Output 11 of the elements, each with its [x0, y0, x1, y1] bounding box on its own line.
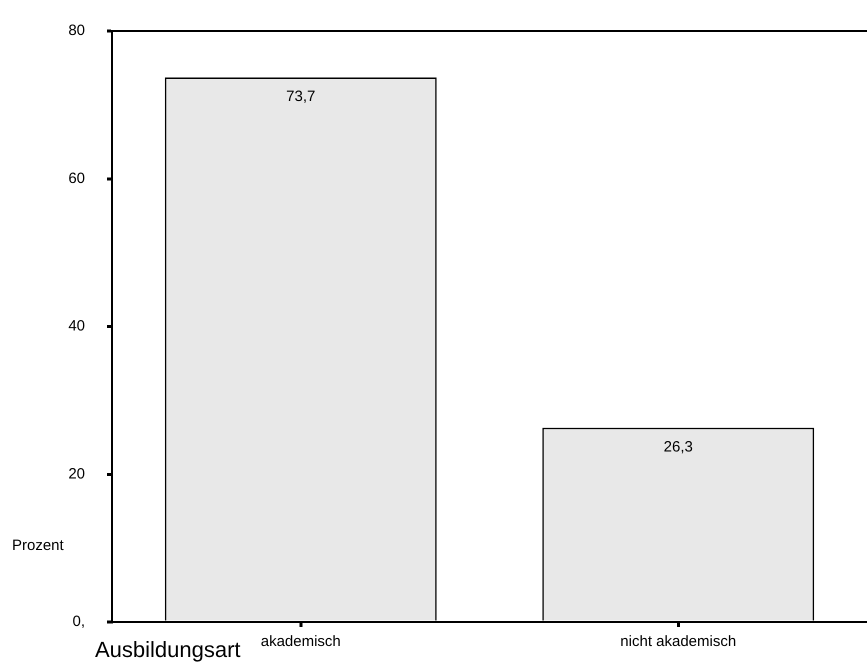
- x-tick-label: akademisch: [260, 633, 341, 650]
- x-axis-title: Ausbildungsart: [95, 637, 241, 662]
- y-tick-label: 0,: [72, 613, 85, 630]
- data-label: 26,3: [664, 438, 693, 456]
- data-label: 73,7: [286, 88, 316, 106]
- x-tick-label: nicht akademisch: [620, 633, 736, 650]
- y-axis-title: Prozent: [12, 537, 65, 554]
- y-tick-label: 60: [68, 170, 85, 187]
- y-tick-label: 20: [68, 465, 85, 482]
- y-tick-label: 40: [68, 318, 85, 335]
- y-tick-label: 80: [68, 22, 85, 40]
